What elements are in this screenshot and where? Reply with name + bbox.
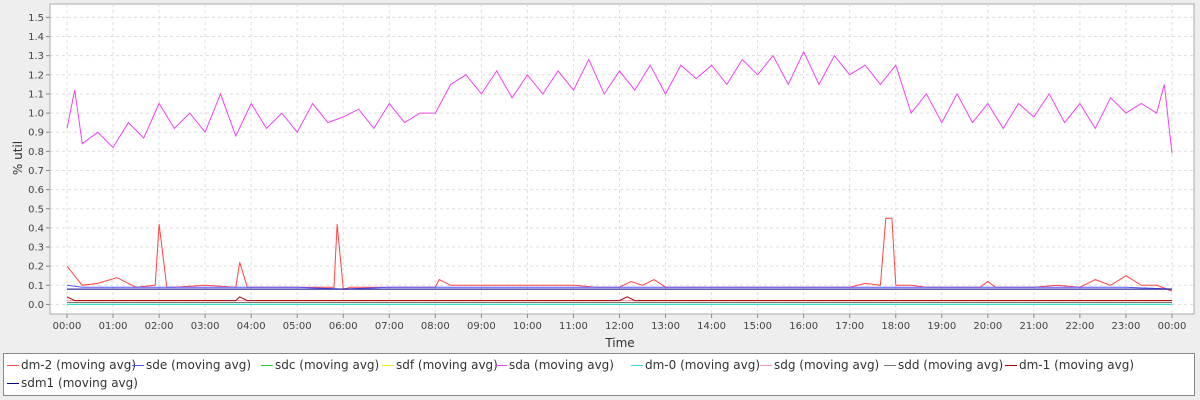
- x-axis: 00:00 01:00 02:00 03:00 04:00 05:00 06:00 07:00…: [53, 314, 1187, 332]
- y-tick-label: 1.4: [28, 32, 44, 43]
- x-tick-label: 15:00: [743, 321, 772, 332]
- x-axis-title: Time: [604, 336, 634, 350]
- legend-label: sdc (moving avg): [275, 358, 380, 372]
- legend-swatch: [382, 364, 394, 366]
- legend-label: sdg (moving avg): [774, 358, 880, 372]
- legend-swatch: [7, 364, 19, 366]
- plot-area: [49, 3, 1195, 315]
- x-tick-label: 08:00: [421, 321, 450, 332]
- x-tick-label: 16:00: [789, 321, 818, 332]
- x-tick-label: 23:00: [1112, 321, 1141, 332]
- x-tick-label: 14:00: [697, 321, 726, 332]
- x-tick-label: 01:00: [99, 321, 128, 332]
- x-tick-label: 20:00: [973, 321, 1002, 332]
- legend-item: sdd (moving avg): [884, 358, 1003, 372]
- legend-swatch: [495, 364, 507, 366]
- x-tick-label: 19:00: [927, 321, 956, 332]
- y-axis: 0.0 0.1 0.2 0.3 0.4 0.5 0.6 0.7 0.8 0.9 1.0 1.1 1.2 1…: [28, 13, 50, 311]
- x-tick-label: 03:00: [191, 321, 220, 332]
- y-tick-label: 1.1: [28, 89, 44, 100]
- y-tick-label: 0.6: [28, 185, 44, 196]
- y-tick-label: 1.2: [28, 70, 44, 81]
- legend-item: sdf (moving avg): [382, 358, 498, 372]
- y-tick-label: 0.8: [28, 147, 44, 158]
- legend-label: sdm1 (moving avg): [21, 376, 138, 390]
- legend-label: dm-1 (moving avg): [1019, 358, 1135, 372]
- x-tick-label: 00:00: [53, 321, 82, 332]
- legend-item: dm-0 (moving avg): [631, 358, 760, 372]
- x-tick-label: 06:00: [329, 321, 358, 332]
- x-tick-label: 11:00: [559, 321, 588, 332]
- legend-item: sde (moving avg): [132, 358, 251, 372]
- legend-item: sda (moving avg): [495, 358, 614, 372]
- legend-swatch: [884, 364, 896, 366]
- legend-item: sdc (moving avg): [261, 358, 379, 372]
- x-tick-label: 09:00: [467, 321, 496, 332]
- x-tick-label: 13:00: [651, 321, 680, 332]
- x-tick-label: 07:00: [375, 321, 404, 332]
- legend-label: sdf (moving avg): [396, 358, 498, 372]
- legend-label: dm-2 (moving avg): [21, 358, 137, 372]
- chart-svg: 0.0 0.1 0.2 0.3 0.4 0.5 0.6 0.7 0.8 0.9 1.0 1.1 1.2 1…: [11, 3, 1195, 350]
- series-line: [66, 50, 1173, 154]
- y-tick-label: 0.0: [28, 300, 44, 311]
- legend-item: sdm1 (moving avg): [7, 376, 138, 390]
- y-tick-label: 0.2: [28, 262, 44, 273]
- series-line: [66, 284, 1173, 290]
- legend-label: sdd (moving avg): [898, 358, 1004, 372]
- series-line: [66, 217, 1173, 292]
- legend-item: sdg (moving avg): [760, 358, 879, 372]
- x-tick-label: 05:00: [283, 321, 312, 332]
- x-tick-label: 02:00: [145, 321, 174, 332]
- y-tick-label: 0.7: [28, 166, 44, 177]
- x-tick-label: 10:00: [513, 321, 542, 332]
- y-tick-label: 0.5: [28, 204, 44, 215]
- y-tick-label: 0.9: [28, 128, 44, 139]
- legend-item: dm-2 (moving avg): [7, 358, 136, 372]
- y-tick-label: 0.4: [28, 223, 44, 234]
- grid: [50, 4, 1194, 314]
- x-tick-label: 12:00: [605, 321, 634, 332]
- legend-swatch: [760, 364, 772, 366]
- x-tick-label: 00:00: [1158, 321, 1187, 332]
- x-tick-label: 04:00: [237, 321, 266, 332]
- legend-label: sda (moving avg): [509, 358, 614, 372]
- legend-swatch: [1005, 364, 1017, 366]
- legend: dm-2 (moving avg) sde (moving avg) sdc (mo…: [3, 353, 1195, 396]
- series-line: [66, 296, 1172, 302]
- legend-swatch: [261, 364, 273, 366]
- legend-label: dm-0 (moving avg): [645, 358, 761, 372]
- series-layer: [66, 50, 1173, 305]
- legend-item: dm-1 (moving avg): [1005, 358, 1134, 372]
- x-tick-label: 17:00: [835, 321, 864, 332]
- legend-label: sde (moving avg): [146, 358, 252, 372]
- legend-swatch: [132, 364, 144, 366]
- y-axis-title: % util: [11, 141, 25, 175]
- x-tick-label: 18:00: [881, 321, 910, 332]
- y-tick-label: 1.3: [28, 51, 44, 62]
- y-tick-label: 1.0: [28, 109, 44, 120]
- legend-swatch: [631, 364, 643, 366]
- y-tick-label: 0.3: [28, 243, 44, 254]
- x-tick-label: 22:00: [1066, 321, 1095, 332]
- y-tick-label: 1.5: [28, 13, 44, 24]
- x-tick-label: 21:00: [1019, 321, 1048, 332]
- y-tick-label: 0.1: [28, 281, 44, 292]
- legend-swatch: [7, 382, 19, 384]
